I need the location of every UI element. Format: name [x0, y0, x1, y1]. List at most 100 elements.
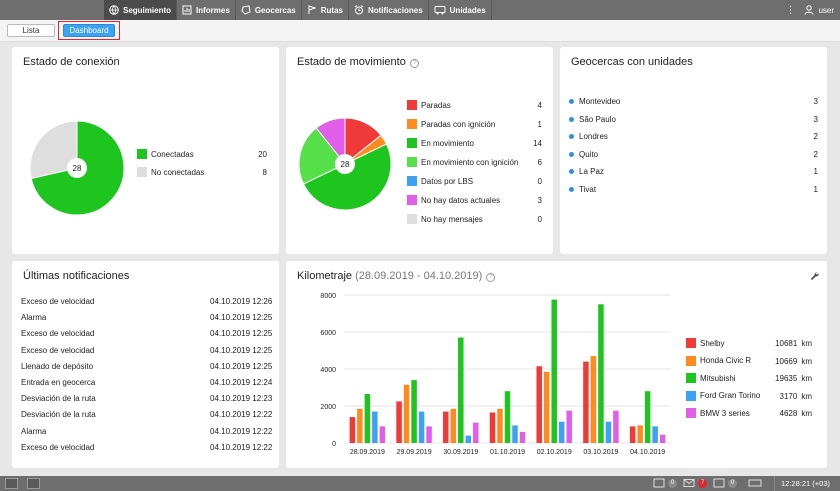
- bar[interactable]: [504, 391, 511, 443]
- notification-text[interactable]: Exceso de velocidad: [21, 345, 95, 355]
- notification-time: 04.10.2019 12:22: [210, 442, 273, 452]
- geofence-item[interactable]: Montevideo: [569, 97, 620, 106]
- user-icon[interactable]: [804, 5, 814, 15]
- notification-text[interactable]: Exceso de velocidad: [21, 442, 95, 452]
- pie-slice[interactable]: [302, 143, 392, 211]
- nav-unidades[interactable]: Unidades: [429, 0, 492, 20]
- bar[interactable]: [489, 412, 496, 443]
- bar[interactable]: [558, 421, 565, 443]
- legend-value: 6: [537, 158, 542, 167]
- card-title: Estado de movimiento?: [297, 56, 419, 68]
- notification-text[interactable]: Alarma: [21, 426, 47, 436]
- tab-dashboard[interactable]: Dashboard: [63, 24, 115, 37]
- card-title: Geocercas con unidades: [571, 56, 693, 68]
- bar[interactable]: [512, 425, 518, 443]
- nav-seguimiento[interactable]: Seguimiento: [104, 0, 178, 20]
- legend-value: 3: [537, 196, 542, 205]
- notification-time: 04.10.2019 12:25: [210, 361, 273, 371]
- bar[interactable]: [497, 408, 503, 443]
- panel-toggle-icon[interactable]: [5, 478, 18, 489]
- geofence-item[interactable]: Londres: [569, 132, 608, 141]
- bar[interactable]: [411, 380, 417, 443]
- notification-text[interactable]: Entrada en geocerca: [21, 378, 96, 387]
- legend-value: 0: [537, 177, 542, 186]
- series-name: Honda Civic R: [700, 356, 752, 365]
- bar[interactable]: [372, 411, 378, 443]
- notification-time: 04.10.2019 12:22: [210, 426, 273, 436]
- geofence-item[interactable]: Quito: [569, 150, 598, 159]
- nav-geocercas[interactable]: Geocercas: [236, 0, 302, 20]
- mileage-card: Kilometraje (28.09.2019 - 04.10.2019)? 0…: [286, 261, 827, 468]
- mail-icon[interactable]: [683, 478, 695, 488]
- bar[interactable]: [465, 435, 472, 443]
- pie-slice[interactable]: [315, 117, 346, 166]
- bar[interactable]: [426, 426, 432, 443]
- bar[interactable]: [349, 417, 356, 443]
- bar[interactable]: [357, 408, 363, 443]
- pie-total: 28: [73, 164, 82, 173]
- legend-label: Datos por LBS: [421, 176, 474, 186]
- geofence-item[interactable]: Tivat: [569, 185, 596, 194]
- bar[interactable]: [605, 421, 612, 443]
- pie-slice[interactable]: [298, 127, 346, 185]
- bar[interactable]: [473, 422, 479, 443]
- notification-text[interactable]: Llenado de depósito: [21, 361, 94, 371]
- bar[interactable]: [637, 425, 643, 443]
- notification-badge: 7: [698, 478, 707, 488]
- help-icon[interactable]: ?: [486, 273, 496, 282]
- notification-text[interactable]: Alarma: [21, 313, 47, 323]
- nav-informes[interactable]: Informes: [177, 0, 236, 20]
- bar[interactable]: [613, 410, 619, 443]
- notification-text[interactable]: Desviación de la ruta: [21, 394, 96, 404]
- bar[interactable]: [443, 411, 449, 443]
- wrench-icon[interactable]: [810, 271, 819, 280]
- legend-value: 8: [262, 168, 267, 177]
- connection-pie-chart: 28: [29, 120, 125, 216]
- bar[interactable]: [403, 384, 410, 443]
- grid-view-icon[interactable]: [27, 478, 40, 489]
- notification-text[interactable]: Exceso de velocidad: [21, 329, 95, 339]
- notification-text[interactable]: Exceso de velocidad: [21, 297, 95, 306]
- series-legend-item[interactable]: Honda Civic R: [686, 355, 752, 366]
- bar[interactable]: [396, 401, 402, 443]
- geofence-dot: [569, 99, 574, 104]
- notification-text[interactable]: Desviación de la ruta: [21, 410, 96, 420]
- bar[interactable]: [659, 434, 666, 443]
- pie-slice[interactable]: [29, 120, 78, 180]
- series-legend-item[interactable]: Mitsubishi: [686, 373, 736, 383]
- bar[interactable]: [629, 426, 636, 443]
- nav-label: Informes: [196, 5, 230, 15]
- bar[interactable]: [583, 361, 589, 443]
- more-menu-icon[interactable]: ⋮: [785, 4, 796, 16]
- bar[interactable]: [598, 304, 604, 443]
- bar[interactable]: [536, 366, 542, 443]
- geofence-item[interactable]: São Paulo: [569, 115, 616, 124]
- geofence-item[interactable]: La Paz: [569, 167, 604, 176]
- nav-rutas[interactable]: Rutas: [302, 0, 349, 20]
- bar[interactable]: [364, 393, 371, 443]
- username[interactable]: user: [818, 5, 834, 15]
- notifications-card: Últimas notificaciones Exceso de velocid…: [12, 261, 279, 468]
- tab-lista[interactable]: Lista: [7, 24, 55, 37]
- bar[interactable]: [566, 410, 572, 443]
- series-legend-item[interactable]: Ford Gran Torino: [686, 390, 760, 401]
- series-legend-item[interactable]: Shelby: [686, 338, 724, 348]
- legend-value: 1: [537, 120, 542, 129]
- bar[interactable]: [551, 299, 557, 443]
- bar[interactable]: [644, 391, 651, 443]
- bar[interactable]: [652, 426, 658, 443]
- series-legend-item[interactable]: BMW 3 series: [686, 408, 750, 418]
- bar[interactable]: [543, 371, 550, 443]
- bar[interactable]: [379, 426, 386, 443]
- bar[interactable]: [450, 408, 457, 443]
- bar[interactable]: [458, 337, 464, 443]
- bar[interactable]: [418, 411, 425, 443]
- help-icon[interactable]: ?: [409, 59, 419, 68]
- image-icon[interactable]: [713, 478, 725, 488]
- nav-notificaciones[interactable]: Notificaciones: [349, 0, 429, 20]
- legend-item: Paradas con ignición: [407, 119, 495, 129]
- bar[interactable]: [590, 356, 597, 443]
- keyboard-icon[interactable]: [748, 478, 762, 488]
- bar[interactable]: [519, 431, 526, 443]
- message-icon[interactable]: [653, 478, 665, 488]
